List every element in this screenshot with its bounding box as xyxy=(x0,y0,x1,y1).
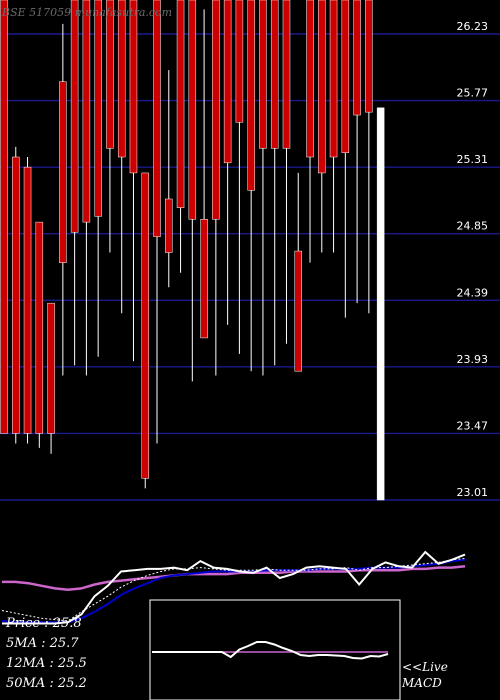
ma5-stat: 5MA : 25.7 xyxy=(6,636,79,651)
candle-body xyxy=(141,172,149,479)
ma50-line xyxy=(2,565,466,591)
candle-body xyxy=(329,0,338,158)
watermark: BSE 517059 munafasutra.com xyxy=(2,6,173,19)
macd-panel xyxy=(149,599,401,700)
candle-body xyxy=(200,218,208,339)
candle-body xyxy=(306,0,314,158)
candlesticks xyxy=(0,0,385,501)
candle-body xyxy=(365,0,373,113)
candle-body xyxy=(117,0,126,158)
candle-body xyxy=(270,0,279,149)
y-tick-label: 26.23 xyxy=(457,20,489,33)
candle-body xyxy=(12,156,20,434)
y-axis-tick-labels: 26.23 25.77 25.31 24.85 24.39 23.93 23.47 23.01 xyxy=(457,20,489,499)
candle-body xyxy=(282,0,291,149)
candle-body xyxy=(318,0,326,174)
candle-body xyxy=(294,250,302,372)
ma12-stat: 12MA : 25.5 xyxy=(6,656,87,671)
candle-body xyxy=(353,0,361,116)
price-stat: Price : 25.8 xyxy=(6,616,82,631)
live-link[interactable]: <<Live xyxy=(402,660,448,674)
candle-body xyxy=(82,0,91,223)
y-tick-label: 23.01 xyxy=(457,486,489,499)
candle-body xyxy=(59,81,67,263)
candle-body xyxy=(106,0,114,149)
candle-body xyxy=(376,107,385,501)
candle-body xyxy=(94,0,102,217)
candle-body xyxy=(165,198,173,253)
candle-body xyxy=(259,0,267,149)
candle-body xyxy=(212,0,220,220)
candle-body xyxy=(341,0,350,153)
macd-lines xyxy=(152,641,389,660)
candle-body xyxy=(153,0,161,237)
candle-body xyxy=(23,166,32,434)
macd-label: MACD xyxy=(402,676,442,690)
y-tick-label: 24.39 xyxy=(457,286,489,299)
candle-body xyxy=(247,0,255,191)
candle-body xyxy=(223,0,232,164)
candle-body xyxy=(0,0,8,434)
candle-body xyxy=(35,221,44,434)
candle-body xyxy=(70,0,79,233)
candle-body xyxy=(47,302,55,434)
y-tick-label: 24.85 xyxy=(457,220,489,233)
y-tick-label: 23.47 xyxy=(457,419,489,432)
candle-body xyxy=(188,0,197,220)
candle-body xyxy=(235,0,244,123)
price-line xyxy=(2,550,466,625)
candle-body xyxy=(176,0,185,208)
candle-body xyxy=(129,0,138,174)
y-tick-label: 23.93 xyxy=(457,353,489,366)
y-tick-label: 25.31 xyxy=(457,153,489,166)
y-tick-label: 25.77 xyxy=(457,87,489,100)
moving-average-lines xyxy=(1,550,466,625)
macd-line xyxy=(152,641,389,660)
ma50-stat: 50MA : 25.2 xyxy=(6,676,87,691)
